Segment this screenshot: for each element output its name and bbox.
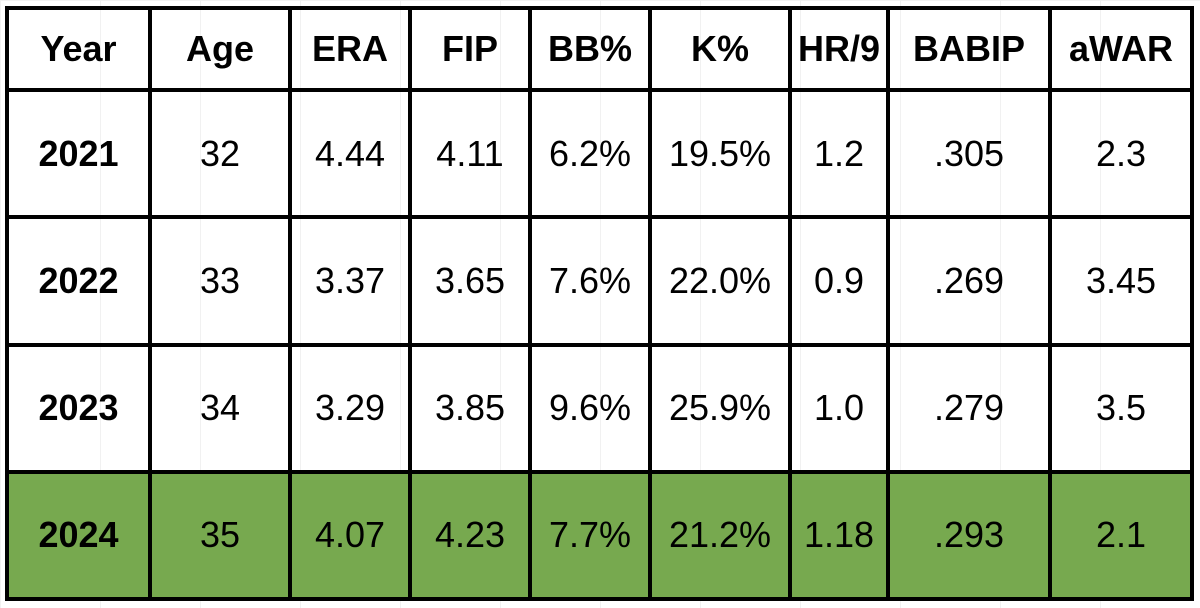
year-cell: 2022 (5, 215, 152, 347)
header-hr9: HR/9 (788, 6, 890, 92)
awar-cell: 3.45 (1048, 215, 1194, 347)
header-bb-pct: BB% (528, 6, 652, 92)
header-age: Age (148, 6, 292, 92)
fip-cell: 4.11 (408, 87, 532, 220)
babip-cell: .305 (886, 87, 1052, 220)
era-cell: 3.37 (288, 215, 412, 347)
awar-cell: 3.5 (1048, 342, 1194, 474)
babip-cell: .293 (886, 469, 1052, 602)
k-pct-cell: 25.9% (648, 342, 792, 474)
k-pct-cell: 19.5% (648, 87, 792, 220)
fip-cell: 4.23 (408, 469, 532, 602)
bb-pct-cell: 6.2% (528, 87, 652, 220)
table-row: 2021 32 4.44 4.11 6.2% 19.5% 1.2 .305 2.… (5, 87, 1194, 220)
fip-cell: 3.65 (408, 215, 532, 347)
bb-pct-cell: 7.7% (528, 469, 652, 602)
awar-cell: 2.3 (1048, 87, 1194, 220)
hr9-cell: 1.0 (788, 342, 890, 474)
hr9-cell: 1.2 (788, 87, 890, 220)
bb-pct-cell: 7.6% (528, 215, 652, 347)
k-pct-cell: 22.0% (648, 215, 792, 347)
babip-cell: .279 (886, 342, 1052, 474)
era-cell: 4.07 (288, 469, 412, 602)
header-fip: FIP (408, 6, 532, 92)
pitching-stats-table: Year Age ERA FIP BB% K% HR/9 BABIP aWAR … (5, 6, 1194, 602)
awar-cell: 2.1 (1048, 469, 1194, 602)
k-pct-cell: 21.2% (648, 469, 792, 602)
header-year: Year (5, 6, 152, 92)
table-row-highlighted: 2024 35 4.07 4.23 7.7% 21.2% 1.18 .293 2… (5, 469, 1194, 602)
era-cell: 3.29 (288, 342, 412, 474)
year-cell: 2024 (5, 469, 152, 602)
hr9-cell: 0.9 (788, 215, 890, 347)
table-row: 2022 33 3.37 3.65 7.6% 22.0% 0.9 .269 3.… (5, 215, 1194, 347)
table-row: 2023 34 3.29 3.85 9.6% 25.9% 1.0 .279 3.… (5, 342, 1194, 474)
age-cell: 32 (148, 87, 292, 220)
header-era: ERA (288, 6, 412, 92)
header-babip: BABIP (886, 6, 1052, 92)
fip-cell: 3.85 (408, 342, 532, 474)
era-cell: 4.44 (288, 87, 412, 220)
bb-pct-cell: 9.6% (528, 342, 652, 474)
year-cell: 2023 (5, 342, 152, 474)
header-row: Year Age ERA FIP BB% K% HR/9 BABIP aWAR (5, 6, 1194, 92)
age-cell: 33 (148, 215, 292, 347)
age-cell: 35 (148, 469, 292, 602)
header-k-pct: K% (648, 6, 792, 92)
header-awar: aWAR (1048, 6, 1194, 92)
babip-cell: .269 (886, 215, 1052, 347)
age-cell: 34 (148, 342, 292, 474)
hr9-cell: 1.18 (788, 469, 890, 602)
year-cell: 2021 (5, 87, 152, 220)
